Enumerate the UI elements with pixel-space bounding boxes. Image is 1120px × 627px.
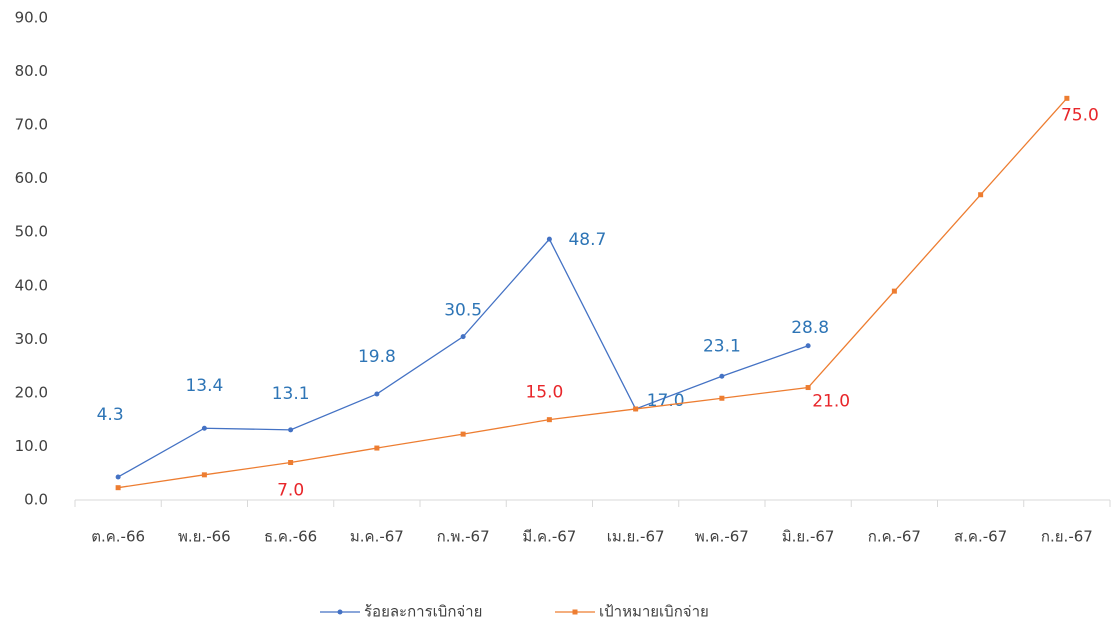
- data-label: 28.8: [791, 318, 829, 338]
- legend-label: ร้อยละการเบิกจ่าย: [364, 603, 482, 621]
- y-tick-label: 50.0: [15, 223, 48, 241]
- x-tick-label: ส.ค.-67: [954, 528, 1007, 546]
- series-line: [118, 97, 1068, 489]
- data-label: 19.8: [358, 347, 396, 367]
- point: [719, 395, 725, 401]
- point: [460, 431, 466, 437]
- point: [978, 192, 984, 198]
- data-label: 48.7: [568, 230, 606, 250]
- x-tick-label: ก.พ.-67: [437, 528, 490, 546]
- data-label: 4.3: [97, 405, 124, 425]
- point: [115, 474, 121, 480]
- x-tick-label: เม.ย.-67: [607, 528, 665, 546]
- point: [1064, 95, 1070, 101]
- data-label: 23.1: [703, 336, 741, 356]
- point: [805, 343, 811, 349]
- data-label: 17.0: [647, 391, 685, 411]
- data-label: 13.1: [272, 384, 310, 404]
- point: [374, 445, 380, 451]
- point: [201, 425, 207, 431]
- point: [891, 288, 897, 294]
- x-tick-label: ก.ย.-67: [1041, 528, 1093, 546]
- point: [546, 417, 552, 423]
- data-label: 21.0: [812, 392, 850, 412]
- point: [288, 460, 294, 466]
- point: [288, 427, 294, 433]
- legend-label: เป้าหมายเบิกจ่าย: [599, 603, 709, 621]
- x-tick-label: มิ.ย.-67: [782, 528, 835, 546]
- point: [633, 406, 639, 412]
- point: [805, 385, 811, 391]
- x-tick-label: พ.ค.-67: [695, 528, 749, 546]
- x-tick-label: ก.ค.-67: [868, 528, 921, 546]
- point: [546, 236, 552, 242]
- point: [115, 485, 121, 491]
- x-tick-label: ต.ค.-66: [91, 528, 145, 546]
- point: [719, 373, 725, 379]
- point: [460, 334, 466, 340]
- data-label: 7.0: [277, 481, 304, 501]
- y-tick-label: 90.0: [15, 9, 48, 27]
- series-line: [117, 238, 809, 478]
- y-tick-label: 20.0: [15, 383, 48, 401]
- y-tick-label: 70.0: [15, 116, 48, 134]
- legend-marker: [337, 609, 343, 615]
- data-label: 30.5: [444, 301, 482, 321]
- y-tick-label: 10.0: [15, 437, 48, 455]
- data-label: 13.4: [185, 376, 223, 396]
- x-tick-label: มี.ค.-67: [522, 528, 576, 546]
- x-tick-label: ธ.ค.-66: [264, 528, 317, 546]
- y-tick-label: 40.0: [15, 276, 48, 294]
- y-tick-label: 0.0: [24, 491, 48, 509]
- y-tick-label: 80.0: [15, 62, 48, 80]
- data-label: 75.0: [1061, 105, 1099, 125]
- y-tick-label: 60.0: [15, 169, 48, 187]
- point: [374, 391, 380, 397]
- data-label: 15.0: [525, 383, 563, 403]
- x-tick-label: ม.ค.-67: [350, 528, 404, 546]
- point: [201, 472, 207, 478]
- legend-marker: [572, 609, 578, 615]
- y-tick-label: 30.0: [15, 330, 48, 348]
- x-tick-label: พ.ย.-66: [178, 528, 231, 546]
